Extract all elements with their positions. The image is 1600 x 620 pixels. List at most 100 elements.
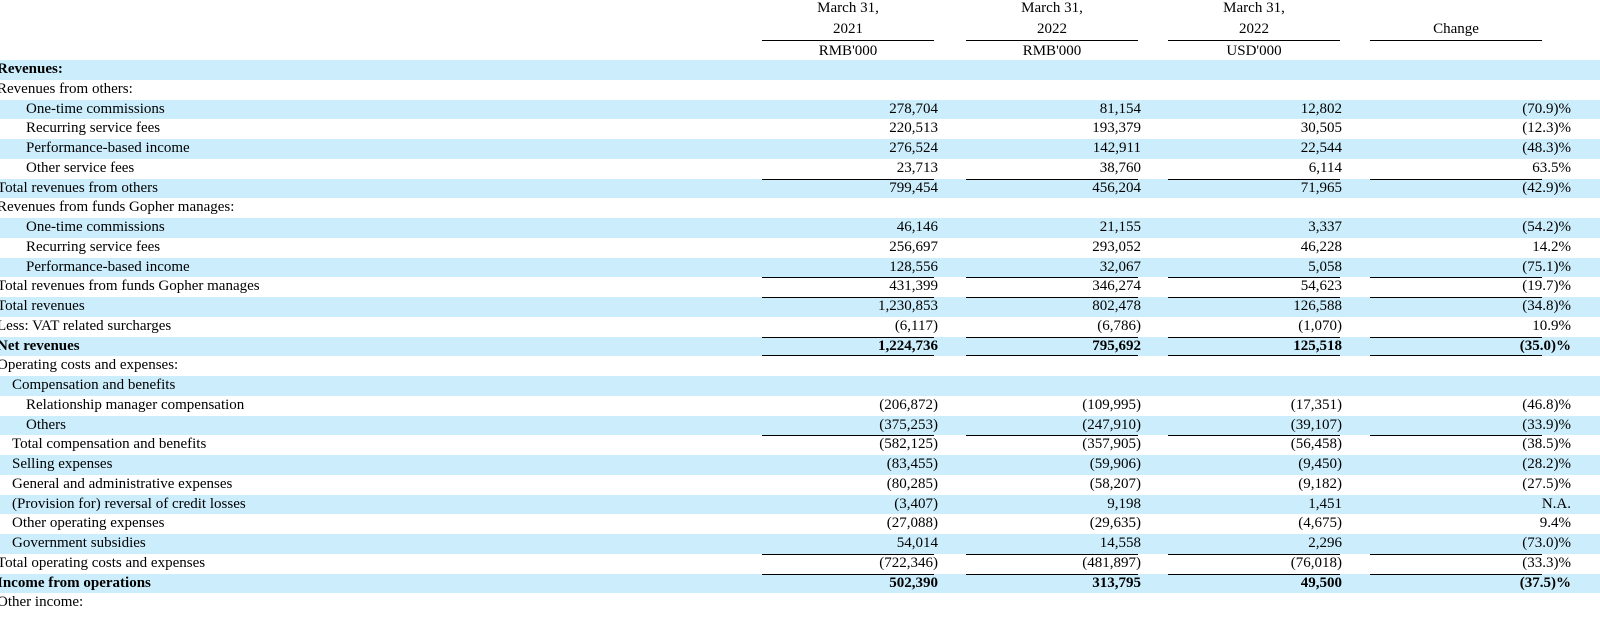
- value-2022-rmb: 21,155: [1099, 219, 1141, 235]
- subtotal-rule: [762, 297, 934, 298]
- value-change: (70.9)%: [1522, 100, 1571, 117]
- col-header-line2: 2022: [1168, 19, 1340, 41]
- col-header-line2: 2022: [966, 19, 1138, 41]
- row-label: One-time commissions: [26, 219, 165, 235]
- value-change: (37.5)%: [1519, 574, 1571, 591]
- table-row: Performance-based income 128,556 32,067 5,0…: [0, 257, 1600, 278]
- table-row: Selling expenses (83,455) (59,906) (9,450) (…: [0, 455, 1600, 475]
- row-label: Income from operations: [0, 574, 151, 591]
- value-2022-rmb: 795,692: [1092, 337, 1141, 354]
- table-row: Total revenues from others 799,454 456,204…: [0, 178, 1600, 199]
- col-header-change: Change: [1370, 19, 1542, 41]
- subtotal-rule: [966, 553, 1138, 555]
- value-change: (54.2)%: [1522, 219, 1571, 235]
- subtotal-rule: [1168, 277, 1340, 279]
- value-change: (12.3)%: [1522, 120, 1571, 137]
- value-2022-usd: (76,018): [1290, 554, 1342, 571]
- value-2022-usd: 49,500: [1300, 574, 1342, 591]
- col-header-line1: March 31,: [1021, 0, 1083, 16]
- table-row: Revenues from funds Gopher manages:: [0, 198, 1600, 218]
- subtotal-rule: [1168, 178, 1340, 180]
- value-2021-rmb: (80,285): [886, 475, 938, 492]
- value-change: (33.3)%: [1522, 554, 1571, 571]
- table-row: Other income:: [0, 593, 1600, 613]
- row-label: (Provision for) reversal of credit losse…: [12, 495, 246, 512]
- subtotal-rule: [762, 435, 934, 437]
- value-2022-rmb: (29,635): [1089, 515, 1141, 532]
- value-2021-rmb: 23,713: [896, 159, 938, 176]
- subtotal-rule: [1370, 297, 1542, 298]
- table-row: One-time commissions 278,704 81,154 12,802 (…: [0, 99, 1600, 120]
- value-change: 14.2%: [1532, 238, 1571, 255]
- row-label: Total revenues: [0, 298, 85, 314]
- table-row: (Provision for) reversal of credit losse…: [0, 494, 1600, 515]
- row-label: Others: [26, 416, 66, 433]
- subtotal-rule: [1168, 573, 1340, 575]
- table-header: March 31, 2021 RMB'000 March 31, 2022 RM…: [0, 0, 1600, 60]
- value-2021-rmb: (83,455): [886, 456, 938, 472]
- subtotal-rule: [966, 336, 1138, 338]
- value-2022-rmb: 802,478: [1092, 298, 1141, 314]
- subtotal-rule: [1370, 435, 1542, 437]
- value-2022-usd: 2,296: [1308, 535, 1342, 551]
- value-2021-rmb: 1,230,853: [878, 298, 938, 314]
- row-label: Revenues from funds Gopher manages:: [0, 199, 235, 216]
- value-2022-rmb: 456,204: [1092, 179, 1141, 196]
- total-rule: [1168, 354, 1340, 356]
- subtotal-rule: [1370, 553, 1542, 555]
- col-header-2021-rmb: March 31, 2021 RMB'000: [762, 0, 934, 62]
- value-2022-rmb: 313,795: [1092, 574, 1141, 591]
- subtotal-rule: [1370, 573, 1542, 575]
- col-header-line3: RMB'000: [1022, 43, 1082, 59]
- row-label: Total revenues from others: [0, 179, 158, 196]
- table-row: Total revenues from funds Gopher manages…: [0, 277, 1600, 297]
- value-change: (27.5)%: [1522, 475, 1571, 492]
- value-change: (75.1)%: [1522, 258, 1571, 275]
- subtotal-rule: [1370, 277, 1542, 279]
- value-2022-usd: 46,228: [1300, 238, 1342, 255]
- table-row: General and administrative expenses (80,2…: [0, 475, 1600, 495]
- table-row: Operating costs and expenses:: [0, 356, 1600, 376]
- subtotal-rule: [966, 178, 1138, 180]
- value-2022-usd: 30,505: [1300, 120, 1342, 137]
- subtotal-rule: [1168, 553, 1340, 555]
- value-2022-usd: 71,965: [1300, 179, 1342, 196]
- table-row: Total operating costs and expenses (722,3…: [0, 553, 1600, 574]
- row-label: Compensation and benefits: [12, 377, 176, 393]
- value-2022-rmb: 38,760: [1099, 159, 1141, 176]
- value-2021-rmb: 128,556: [889, 258, 938, 275]
- table-row: Recurring service fees 220,513 193,379 30,5…: [0, 119, 1600, 139]
- subtotal-rule: [1370, 336, 1542, 338]
- value-change: (35.0)%: [1519, 337, 1571, 354]
- table-row: Total revenues 1,230,853 802,478 126,588 (34…: [0, 297, 1600, 317]
- value-2022-usd: 3,337: [1308, 219, 1342, 235]
- value-2022-usd: (39,107): [1290, 416, 1342, 433]
- table-row: Revenues:: [0, 60, 1600, 80]
- value-2022-rmb: (58,207): [1089, 475, 1141, 492]
- value-change: (42.9)%: [1522, 179, 1571, 196]
- subtotal-rule: [762, 178, 934, 180]
- table-row: Total compensation and benefits (582,125)…: [0, 435, 1600, 455]
- value-2021-rmb: 54,014: [896, 535, 938, 551]
- value-2022-rmb: 293,052: [1092, 238, 1141, 255]
- value-2022-usd: (9,450): [1298, 456, 1342, 472]
- value-2022-rmb: 14,558: [1099, 535, 1141, 551]
- table-row: Performance-based income 276,524 142,911 22…: [0, 139, 1600, 159]
- subtotal-rule: [762, 336, 934, 338]
- table-row: Income from operations 502,390 313,795 49,5…: [0, 573, 1600, 594]
- row-label: Selling expenses: [12, 456, 113, 472]
- income-statement-table: Revenues: Revenues from others: One-time c…: [0, 60, 1600, 613]
- row-label: Performance-based income: [26, 258, 190, 275]
- value-2022-usd: 1,451: [1308, 495, 1342, 512]
- row-label: Operating costs and expenses:: [0, 357, 179, 374]
- value-change: (73.0)%: [1522, 535, 1571, 551]
- value-change: (46.8)%: [1522, 396, 1571, 413]
- value-2021-rmb: (6,117): [894, 317, 938, 334]
- col-header-change-label: Change: [1370, 19, 1542, 41]
- value-2022-usd: 126,588: [1293, 298, 1342, 314]
- value-2022-usd: (56,458): [1290, 436, 1342, 453]
- value-2021-rmb: 278,704: [889, 100, 938, 117]
- row-label: Total operating costs and expenses: [0, 554, 206, 571]
- subtotal-rule: [1168, 435, 1340, 437]
- value-change: (28.2)%: [1522, 456, 1571, 472]
